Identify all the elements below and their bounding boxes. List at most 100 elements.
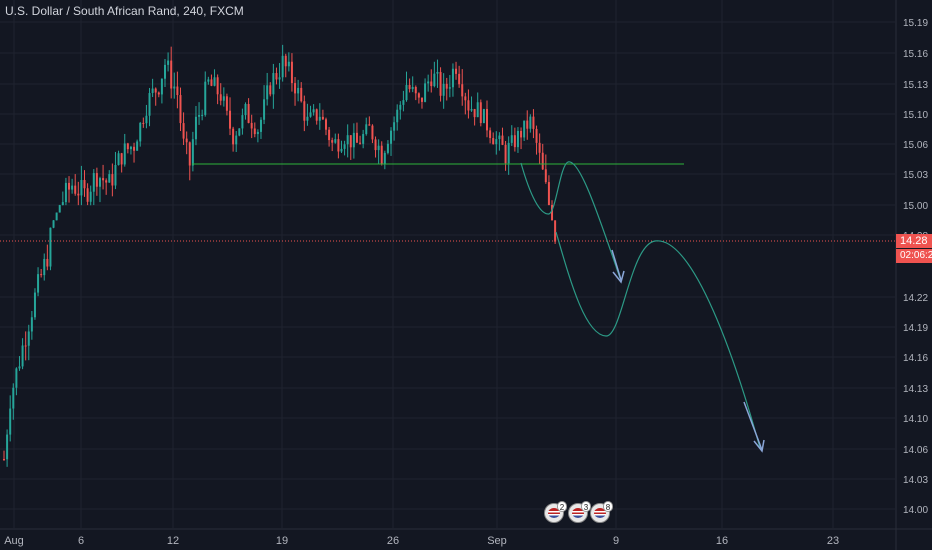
arrow-head-icon — [612, 270, 625, 284]
candle-body — [68, 182, 71, 190]
candle-body — [95, 173, 98, 187]
candle-body — [544, 169, 547, 183]
candle-body — [269, 85, 272, 95]
candle-body — [179, 95, 182, 124]
candle-body — [470, 109, 473, 111]
x-tick-label: 19 — [276, 535, 288, 547]
candle-body — [176, 86, 179, 96]
candle-body — [102, 178, 105, 181]
candle-body — [86, 188, 89, 202]
candle-body — [98, 178, 101, 187]
y-tick-label: 14.19 — [903, 323, 928, 334]
candle-body — [374, 139, 377, 151]
candle-body — [266, 85, 269, 100]
y-tick-label: 15.10 — [903, 110, 928, 121]
candle-body — [64, 182, 67, 203]
event-count: 2 — [557, 501, 567, 512]
candle-body — [551, 205, 554, 221]
candle-body — [377, 145, 380, 151]
candle-body — [287, 61, 290, 67]
y-tick-label: 15.13 — [903, 80, 928, 91]
candle-body — [83, 179, 86, 189]
candle-body — [430, 81, 433, 87]
y-tick-label: 15.16 — [903, 49, 928, 60]
candle-body — [253, 128, 256, 135]
candle-body — [343, 144, 346, 149]
event-marker[interactable]: 3 — [568, 501, 591, 523]
candle-body — [272, 73, 275, 95]
candle-body — [30, 317, 33, 332]
candle-body — [52, 220, 55, 228]
candle-body — [455, 68, 458, 74]
candle-body — [451, 68, 454, 88]
candle-body — [538, 142, 541, 153]
candle-body — [417, 93, 420, 98]
candle-body — [337, 139, 340, 152]
candle-body — [433, 73, 436, 87]
candle-body — [27, 331, 30, 346]
candle-body — [318, 116, 321, 121]
candle-body — [439, 71, 442, 96]
candle-body — [554, 220, 557, 242]
candle-body — [513, 135, 516, 148]
candle-body — [275, 73, 278, 80]
projection-arrow — [743, 401, 763, 451]
candle-body — [473, 109, 476, 118]
candle-body — [24, 345, 27, 347]
candle-body — [349, 135, 352, 148]
candle-body — [74, 185, 77, 194]
event-marker[interactable]: 8 — [590, 501, 613, 523]
candle-body — [278, 77, 281, 80]
candle-body — [247, 103, 250, 123]
candle-body — [21, 345, 24, 367]
x-tick-label: 12 — [167, 535, 179, 547]
candle-body — [365, 124, 368, 135]
event-marker[interactable]: 2 — [544, 501, 567, 523]
candle-body — [123, 143, 126, 165]
candle-body — [18, 366, 21, 369]
candle-body — [204, 81, 207, 115]
candle-body — [328, 129, 331, 141]
candle-body — [464, 96, 467, 101]
candle-body — [315, 109, 318, 121]
candle-body — [294, 83, 297, 94]
candle-body — [71, 185, 74, 190]
candle-body — [213, 77, 216, 86]
y-tick-label: 14.16 — [903, 353, 928, 364]
candle-body — [80, 179, 83, 196]
candle-body — [383, 152, 386, 165]
candle-body — [232, 128, 235, 145]
y-tick-label: 14.06 — [903, 445, 928, 456]
candle-body — [476, 102, 479, 118]
candle-body — [529, 116, 532, 129]
candle-body — [321, 116, 324, 120]
x-tick-label: 6 — [78, 535, 84, 547]
candle-body — [300, 87, 303, 102]
candle-body — [408, 84, 411, 90]
candle-body — [219, 94, 222, 101]
candle-body — [142, 122, 145, 124]
candle-body — [235, 135, 238, 145]
candle-body — [133, 146, 136, 151]
candle-body — [532, 116, 535, 129]
candle-body — [507, 142, 510, 164]
candle-body — [309, 112, 312, 117]
us-flag-icon — [548, 508, 560, 518]
candle-body — [424, 83, 427, 102]
candle-body — [154, 88, 157, 93]
projection-path-long — [555, 231, 761, 449]
candle-body — [263, 99, 266, 120]
candle-body — [198, 115, 201, 117]
candle-body — [458, 73, 461, 85]
y-tick-label: 14.13 — [903, 384, 928, 395]
candle-body — [92, 173, 95, 192]
candle-body — [191, 139, 194, 166]
y-tick-label: 14.03 — [903, 475, 928, 486]
candle-body — [111, 174, 114, 186]
y-tick-label: 15.19 — [903, 18, 928, 29]
candle-body — [526, 120, 529, 129]
candle-body — [33, 292, 36, 318]
candle-body — [436, 71, 439, 74]
